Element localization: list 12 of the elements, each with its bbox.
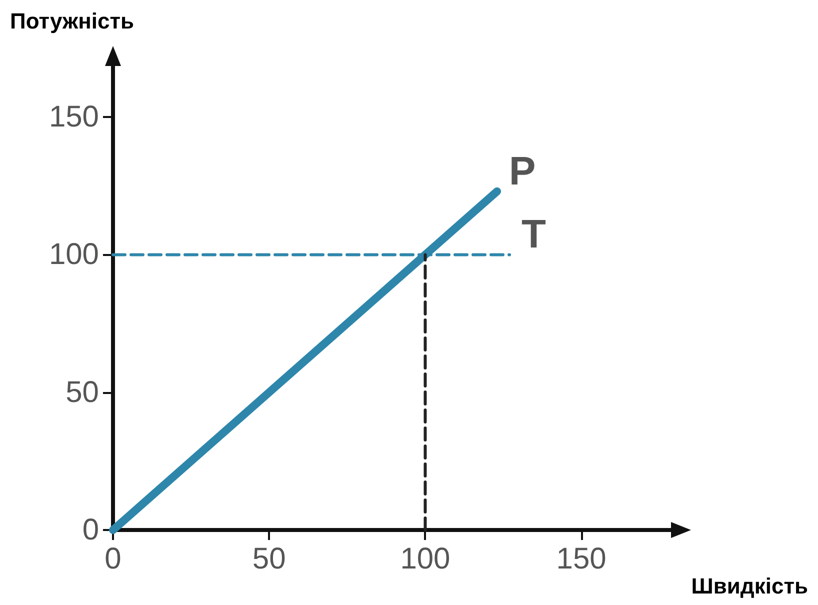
y-tick-label: 0 xyxy=(82,514,99,546)
x-tick-label: 0 xyxy=(104,542,122,576)
y-axis-title: Потужність xyxy=(10,8,134,34)
y-tick-label: 100 xyxy=(48,238,99,272)
series-label: P xyxy=(509,149,536,194)
x-tick-label: 150 xyxy=(556,542,606,576)
y-tick-label: 150 xyxy=(48,100,99,134)
x-axis-title: Швидкість xyxy=(691,574,808,598)
x-tick-label: 50 xyxy=(252,542,286,576)
y-tick-label: 50 xyxy=(66,376,99,409)
series-label: T xyxy=(522,212,546,257)
x-tick-label: 100 xyxy=(400,542,450,576)
